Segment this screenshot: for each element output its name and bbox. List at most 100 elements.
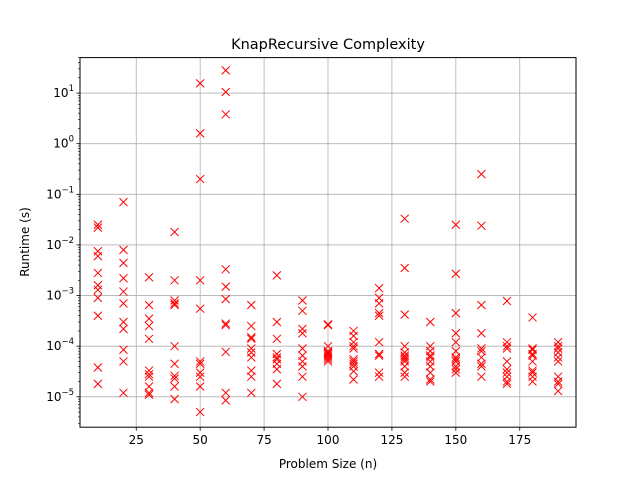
data-point-marker (502, 337, 512, 347)
data-point-marker (93, 363, 103, 372)
data-point-marker (221, 294, 231, 304)
data-point-marker (374, 349, 384, 359)
data-point-marker (93, 311, 103, 321)
data-point-marker (425, 353, 435, 362)
data-point-marker (246, 372, 256, 382)
data-point-marker (272, 334, 282, 344)
data-point-marker (119, 345, 128, 355)
data-point-marker (144, 382, 154, 391)
data-point-marker (451, 364, 461, 374)
data-point-marker (553, 353, 563, 362)
data-point-marker (323, 357, 333, 366)
data-point-marker (374, 337, 384, 347)
data-point-marker (272, 317, 282, 327)
data-point-marker (246, 353, 256, 362)
y-tick-label: 10−4 (46, 337, 74, 353)
data-point-marker (119, 317, 128, 327)
data-point-marker (221, 319, 231, 328)
x-tick-label: 75 (256, 433, 271, 447)
data-point-marker (425, 375, 435, 384)
data-point-marker (170, 227, 179, 237)
data-point-marker (374, 308, 384, 318)
data-point-marker (246, 344, 256, 353)
data-point-marker (119, 324, 128, 334)
data-point-marker (246, 388, 256, 398)
data-point-marker (400, 263, 410, 273)
data-point-marker (221, 347, 231, 357)
data-point-marker (119, 357, 128, 366)
data-point-marker (119, 388, 128, 398)
data-point-marker (323, 346, 333, 356)
x-tick-label: 50 (193, 433, 208, 447)
data-point-marker (451, 346, 461, 356)
data-point-marker (195, 128, 205, 138)
data-point-marker (400, 354, 410, 364)
data-point-marker (195, 304, 205, 314)
data-point-marker (451, 220, 461, 230)
data-point-marker (323, 319, 333, 329)
data-point-marker (195, 79, 205, 88)
data-point-marker (451, 308, 461, 318)
data-point-marker (374, 372, 384, 382)
data-point-marker (477, 169, 486, 179)
data-point-marker (272, 364, 282, 374)
x-axis-ticks: 25 50 75 100 125 150 175 (129, 427, 531, 447)
data-point-marker (195, 174, 205, 184)
data-point-marker (170, 296, 179, 305)
x-tick-label: 150 (444, 433, 467, 447)
data-point-marker (451, 353, 461, 362)
data-point-marker (93, 285, 103, 295)
data-point-marker (93, 268, 103, 278)
data-point-marker (374, 368, 384, 378)
data-point-marker (272, 379, 282, 389)
data-point-marker (323, 354, 333, 364)
data-point-marker (451, 354, 461, 364)
data-point-marker (425, 377, 435, 386)
data-point-marker (528, 349, 537, 359)
data-point-marker (553, 337, 563, 347)
data-point-marker (528, 368, 537, 378)
data-point-marker (221, 109, 231, 119)
x-tick-label: 100 (317, 433, 340, 447)
data-point-marker (170, 382, 179, 391)
data-point-marker (298, 361, 307, 371)
data-point-marker (170, 371, 179, 381)
data-point-marker (451, 328, 461, 338)
data-point-marker (195, 372, 205, 382)
data-point-marker (553, 377, 563, 386)
x-tick-label: 125 (380, 433, 403, 447)
data-point-marker (400, 341, 410, 351)
data-point-marker (170, 275, 179, 285)
data-point-marker (298, 392, 307, 402)
data-point-marker (349, 359, 358, 369)
data-point-marker (425, 361, 435, 371)
data-point-marker (477, 359, 486, 369)
data-point-marker (477, 346, 486, 356)
data-point-marker (144, 372, 154, 382)
data-point-marker (246, 321, 256, 331)
data-point-marker (272, 354, 282, 364)
data-point-marker (119, 299, 128, 308)
data-point-marker (298, 344, 307, 353)
data-point-marker (195, 275, 205, 285)
data-point-marker (349, 337, 358, 347)
data-point-marker (349, 375, 358, 384)
data-point-marker (195, 407, 205, 417)
data-point-marker (400, 214, 410, 224)
data-point-marker (374, 299, 384, 308)
data-point-marker (221, 396, 231, 405)
y-tick-label: 10−3 (46, 287, 74, 303)
data-point-marker (93, 379, 103, 389)
data-point-marker (528, 377, 537, 386)
data-point-marker (119, 245, 128, 255)
data-point-marker (374, 283, 384, 293)
data-point-marker (246, 366, 256, 375)
data-point-marker (298, 372, 307, 382)
data-point-marker (553, 341, 563, 351)
data-point-marker (451, 337, 461, 347)
data-point-marker (221, 66, 231, 75)
data-point-marker (119, 287, 128, 296)
data-point-marker (298, 328, 307, 338)
y-tick-label: 100 (53, 135, 74, 151)
